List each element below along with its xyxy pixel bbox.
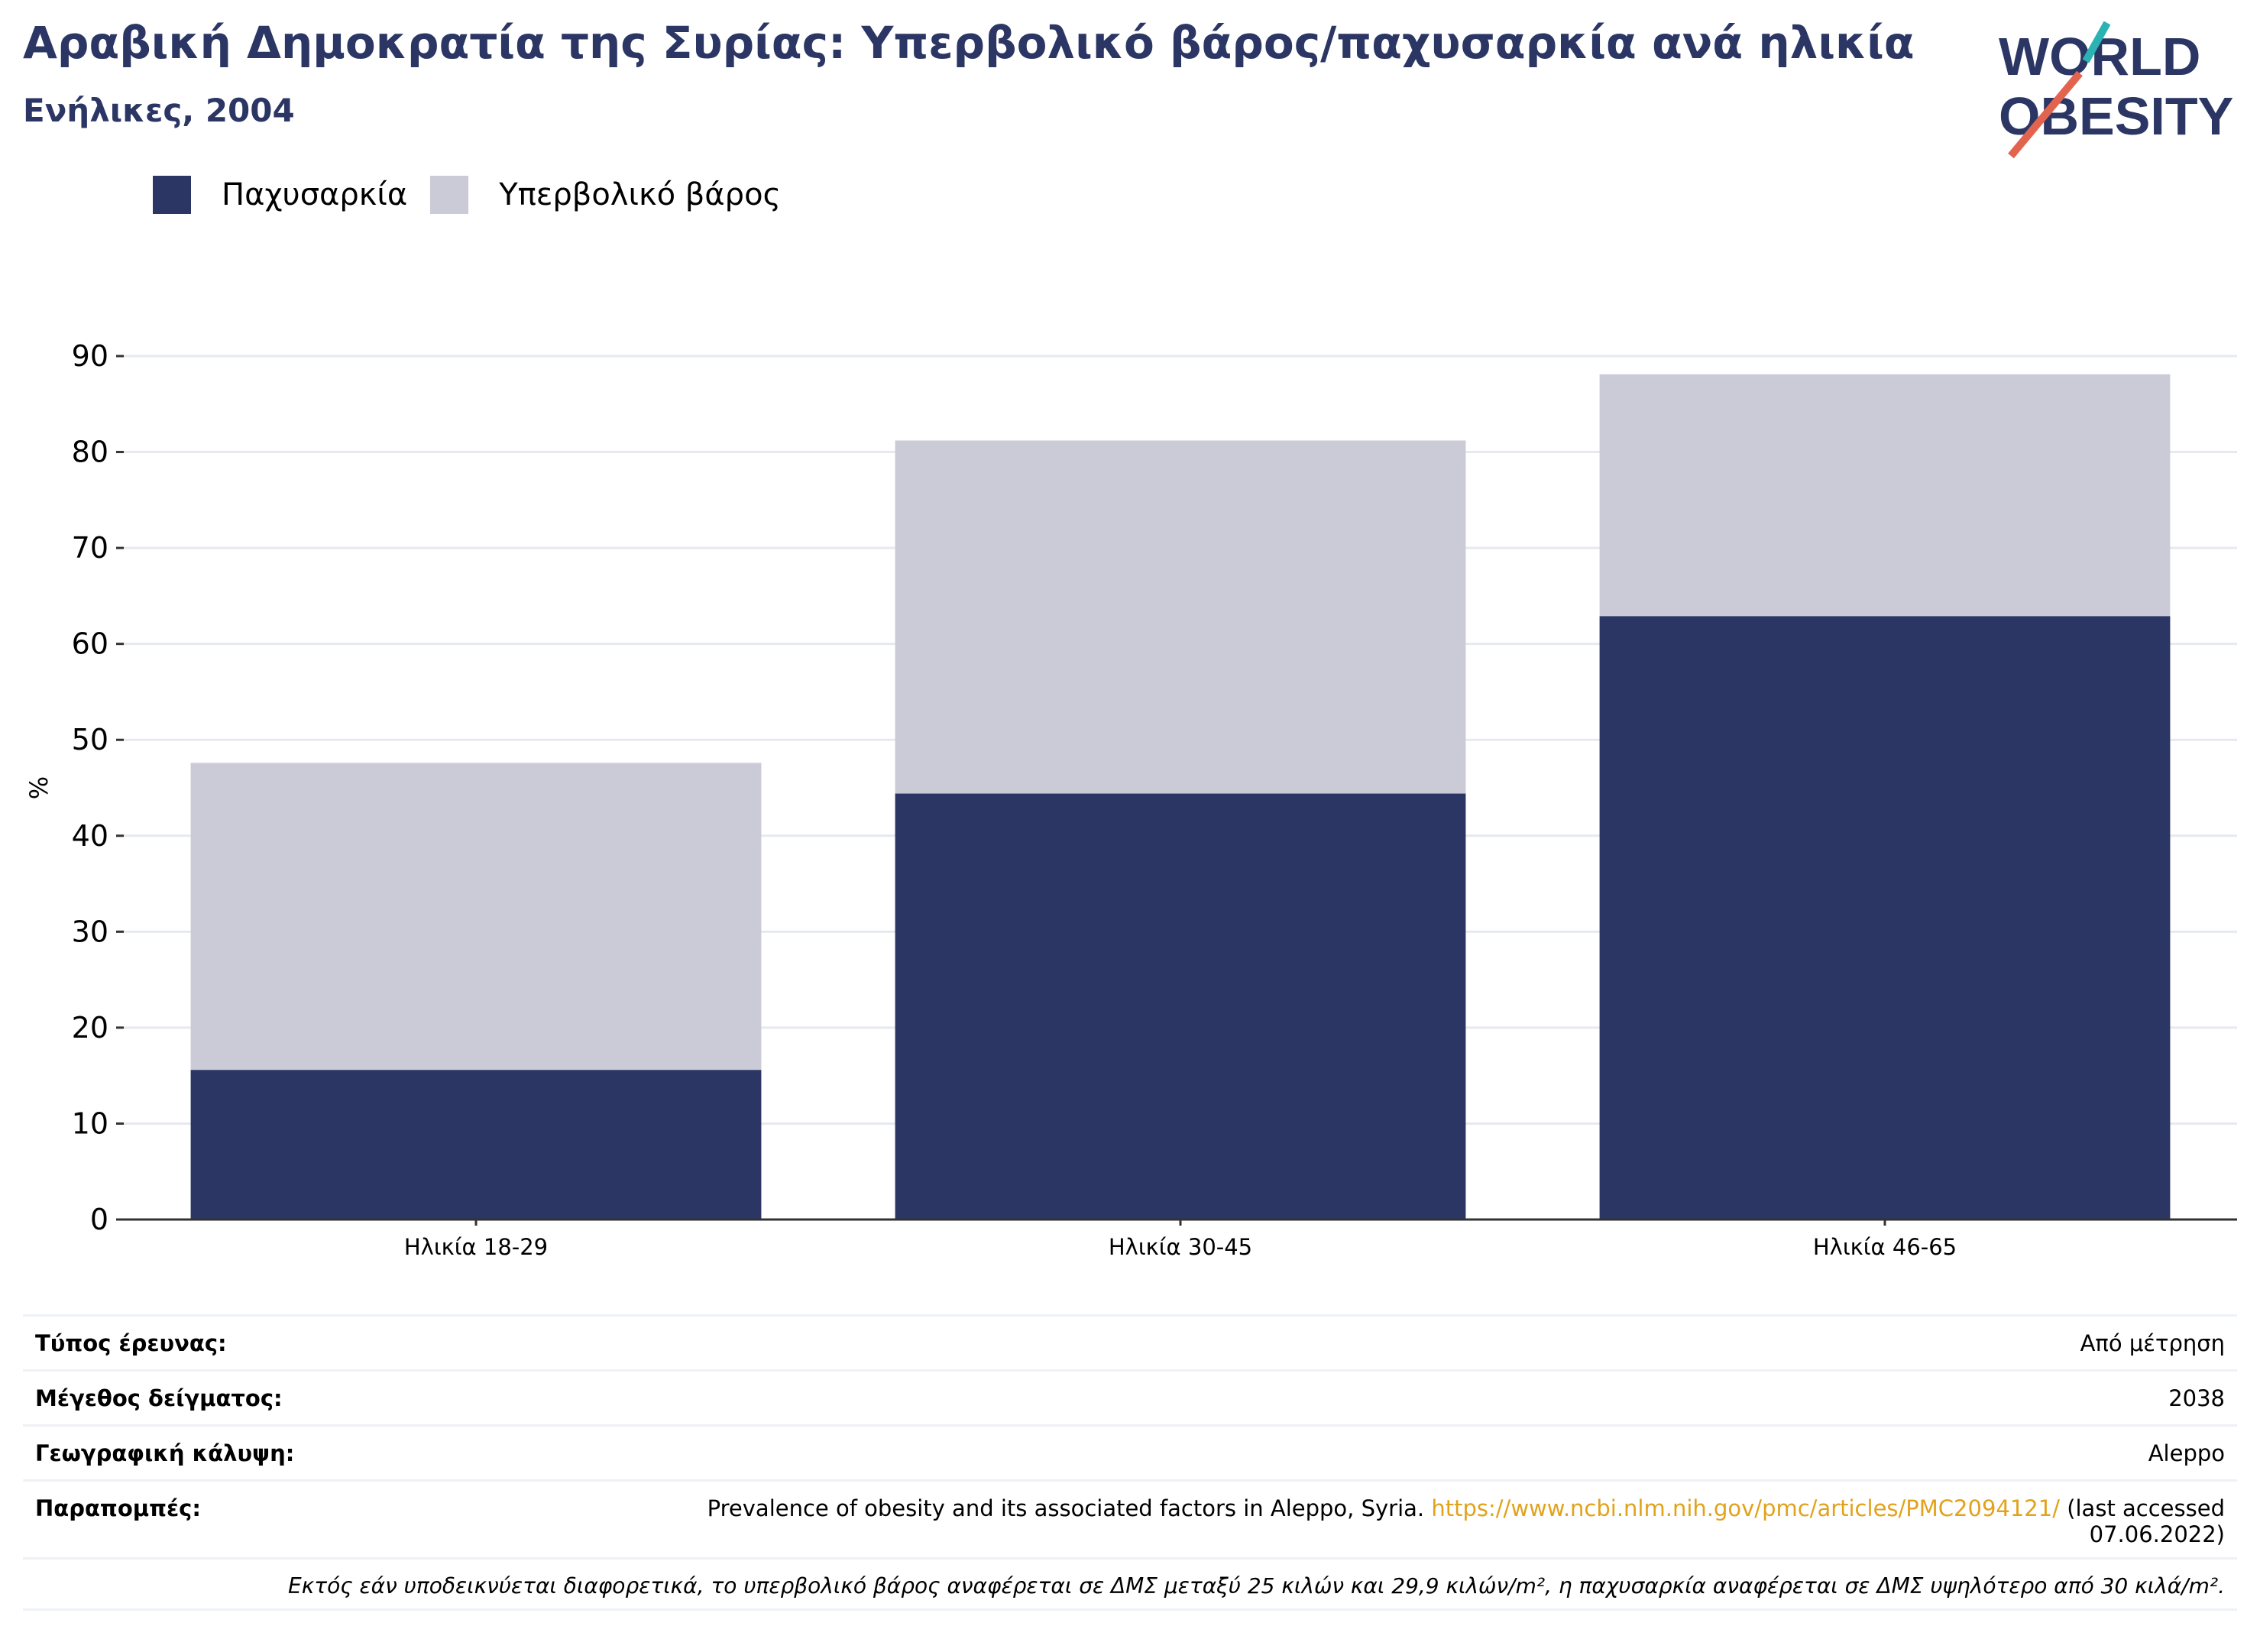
meta-row-survey-type: Τύπος έρευνας: Από μέτρηση xyxy=(23,1314,2237,1369)
y-tick-label: 50 xyxy=(72,723,108,756)
x-axis-ticks: Ηλικία 18-29 Ηλικία 30-45 Ηλικία 46-65 xyxy=(404,1220,1957,1260)
references-suffix: (last accessed xyxy=(2067,1495,2225,1521)
meta-row-footnote: Εκτός εάν υποδεικνύεται διαφορετικά, το … xyxy=(23,1557,2237,1611)
legend-swatch-obesity xyxy=(153,176,191,214)
x-tick-label: Ηλικία 18-29 xyxy=(404,1234,548,1260)
y-tick-label: 60 xyxy=(72,627,108,661)
y-tick-label: 70 xyxy=(72,531,108,565)
y-tick-label: 30 xyxy=(72,915,108,948)
references-date: 07.06.2022) xyxy=(2089,1521,2225,1547)
survey-type-value: Από μέτρηση xyxy=(2080,1330,2225,1356)
references-text: Prevalence of obesity and its associated… xyxy=(707,1495,1425,1521)
bar-overweight xyxy=(190,763,762,1071)
chart-subtitle: Ενήλικες, 2004 xyxy=(23,92,295,129)
y-tick-label: 20 xyxy=(72,1011,108,1045)
legend-item-overweight: Υπερβολικό βάρος xyxy=(430,176,781,214)
y-axis-label: % xyxy=(24,776,53,799)
legend-label-overweight: Υπερβολικό βάρος xyxy=(499,177,782,212)
legend-swatch-overweight xyxy=(430,176,469,214)
bar-obesity xyxy=(1599,616,2171,1220)
bar-obesity xyxy=(190,1070,762,1220)
y-axis-ticks: 0 10 20 30 40 50 60 70 80 90 xyxy=(72,339,124,1236)
svg-text:OBESITY: OBESITY xyxy=(1999,86,2233,146)
y-tick-label: 10 xyxy=(72,1106,108,1140)
bar-obesity xyxy=(895,793,1466,1220)
footnote: Εκτός εάν υποδεικνύεται διαφορετικά, το … xyxy=(288,1573,2225,1599)
bar-overweight xyxy=(1599,374,2171,617)
metadata-table: Τύπος έρευνας: Από μέτρηση Μέγεθος δείγμ… xyxy=(23,1314,2237,1611)
legend-item-obesity: Παχυσαρκία xyxy=(153,176,407,214)
y-tick-label: 40 xyxy=(72,819,108,853)
bars xyxy=(190,374,2171,1220)
meta-row-sample-size: Μέγεθος δείγματος: 2038 xyxy=(23,1369,2237,1424)
coverage-label: Γεωγραφική κάλυψη: xyxy=(35,1440,295,1466)
survey-type-label: Τύπος έρευνας: xyxy=(35,1330,227,1356)
bar-overweight xyxy=(895,440,1466,794)
x-tick-label: Ηλικία 30-45 xyxy=(1109,1234,1252,1260)
references-label: Παραπομπές: xyxy=(35,1495,201,1521)
chart-legend: Παχυσαρκία Υπερβολικό βάρος xyxy=(153,176,804,214)
legend-label-obesity: Παχυσαρκία xyxy=(222,177,408,212)
y-tick-label: 80 xyxy=(72,436,108,469)
references-link[interactable]: https://www.ncbi.nlm.nih.gov/pmc/article… xyxy=(1431,1495,2060,1521)
stacked-bar-chart: 0 10 20 30 40 50 60 70 80 90 Ηλικία 18-29 Ηλικία 3… xyxy=(24,339,2237,1260)
y-tick-label: 0 xyxy=(90,1203,108,1236)
coverage-value: Aleppo xyxy=(2148,1440,2225,1466)
meta-row-references: Παραπομπές: Prevalence of obesity and it… xyxy=(23,1479,2237,1557)
chart-title: Αραβική Δημοκρατία της Συρίας: Υπερβολικ… xyxy=(23,17,1915,69)
references-value: Prevalence of obesity and its associated… xyxy=(707,1495,2225,1547)
y-tick-label: 90 xyxy=(72,339,108,373)
world-obesity-logo: WORLD OBESITY xyxy=(1999,21,2233,159)
sample-size-label: Μέγεθος δείγματος: xyxy=(35,1385,283,1411)
x-tick-label: Ηλικία 46-65 xyxy=(1813,1234,1957,1260)
meta-row-coverage: Γεωγραφική κάλυψη: Aleppo xyxy=(23,1424,2237,1479)
sample-size-value: 2038 xyxy=(2168,1385,2225,1411)
